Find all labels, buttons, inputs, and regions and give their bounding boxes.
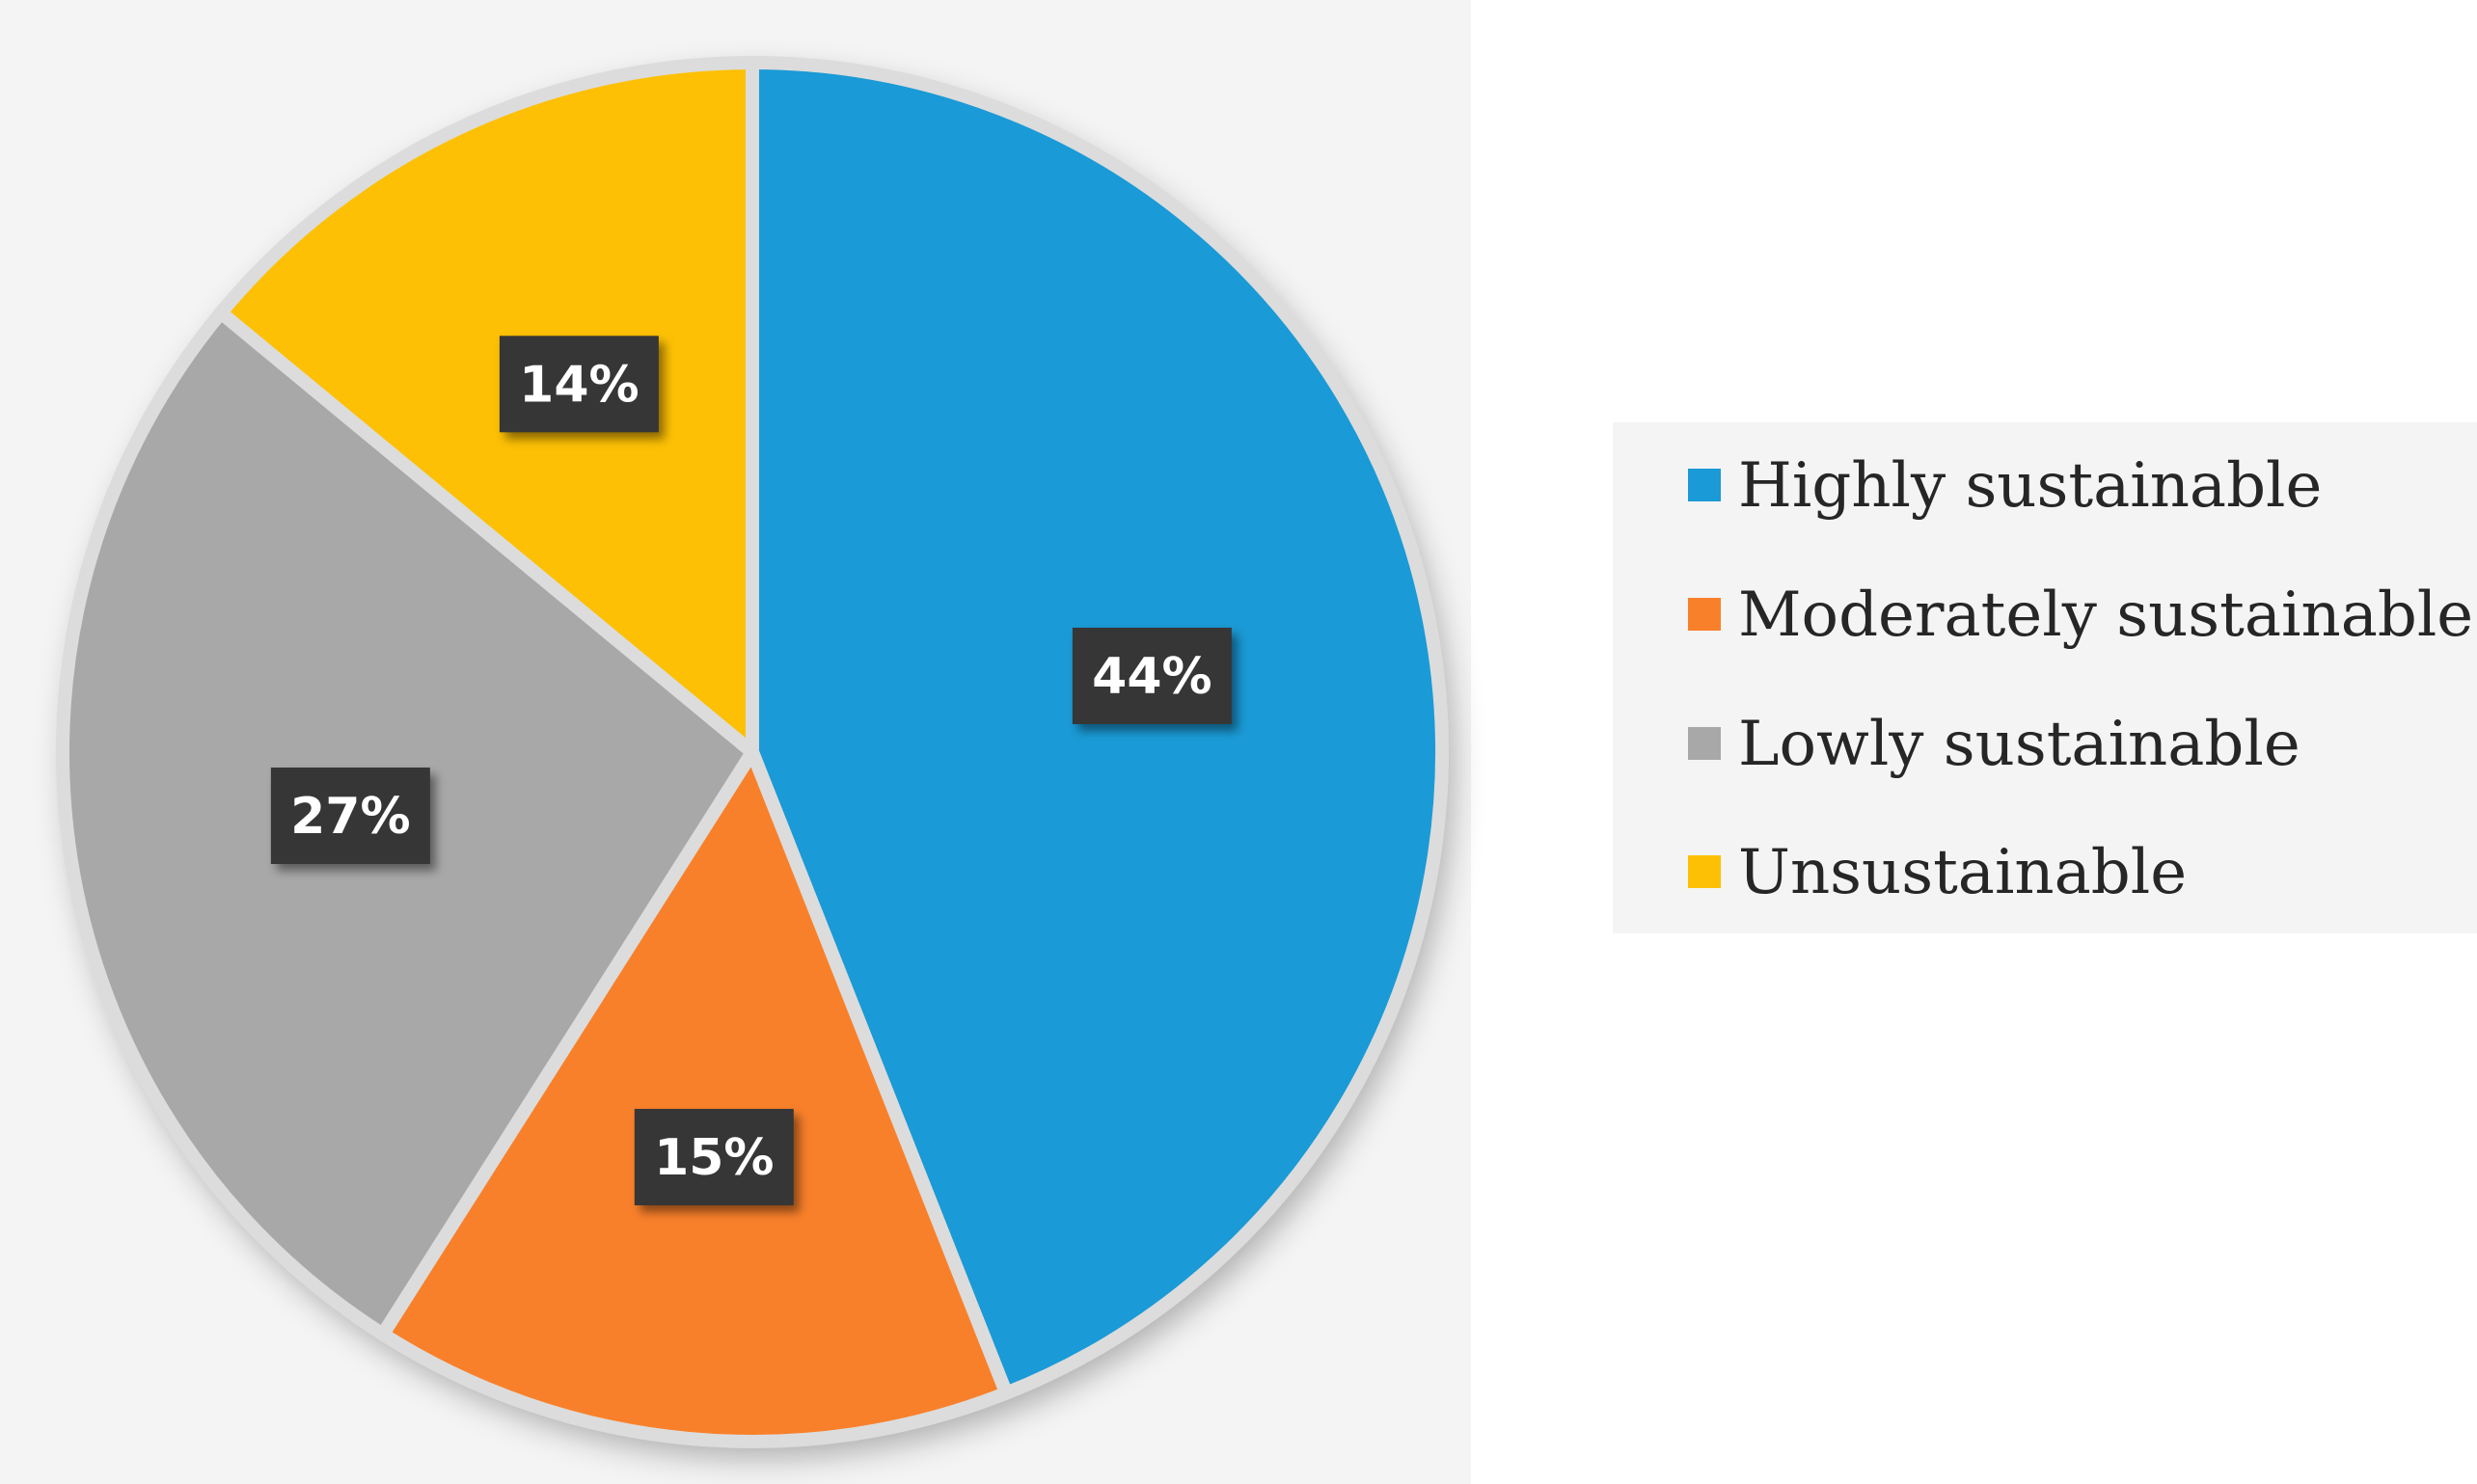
- data-label-lowly-sustainable: 27%: [270, 767, 436, 871]
- pie-layer: [56, 56, 1454, 1459]
- legend-item-moderately-sustainable: Moderately sustainable: [1688, 580, 2473, 651]
- data-label-box: [634, 1108, 794, 1205]
- data-label-text: 44%: [1092, 648, 1211, 706]
- legend-background: [1613, 422, 2477, 933]
- legend-label: Moderately sustainable: [1738, 580, 2473, 651]
- data-label-box: [499, 336, 659, 433]
- legend-label: Lowly sustainable: [1738, 709, 2300, 780]
- data-label-box: [1072, 627, 1232, 724]
- pie-slice-moderately-sustainable: [375, 745, 1014, 1448]
- data-label-box: [270, 767, 430, 864]
- pie-slice-unsustainable: [214, 56, 759, 759]
- data-label-layer: 44% 15% 27% 14%: [270, 336, 1238, 1212]
- data-label-unsustainable: 14%: [499, 336, 665, 440]
- legend: Highly sustainable Moderately sustainable…: [1613, 422, 2477, 933]
- legend-swatch: [1688, 727, 1721, 760]
- data-label-moderately-sustainable: 15%: [634, 1108, 800, 1212]
- legend-item-unsustainable: Unsustainable: [1688, 837, 2187, 908]
- legend-label: Highly sustainable: [1738, 450, 2322, 522]
- data-label-text: 15%: [654, 1129, 774, 1187]
- data-label-text: 27%: [290, 788, 410, 846]
- legend-swatch: [1688, 855, 1721, 888]
- legend-label: Unsustainable: [1738, 837, 2187, 908]
- legend-item-lowly-sustainable: Lowly sustainable: [1688, 709, 2300, 780]
- data-label-text: 14%: [519, 356, 639, 414]
- legend-swatch: [1688, 469, 1721, 501]
- data-label-highly-sustainable: 44%: [1072, 627, 1238, 731]
- legend-item-highly-sustainable: Highly sustainable: [1688, 450, 2322, 522]
- legend-swatch: [1688, 598, 1721, 631]
